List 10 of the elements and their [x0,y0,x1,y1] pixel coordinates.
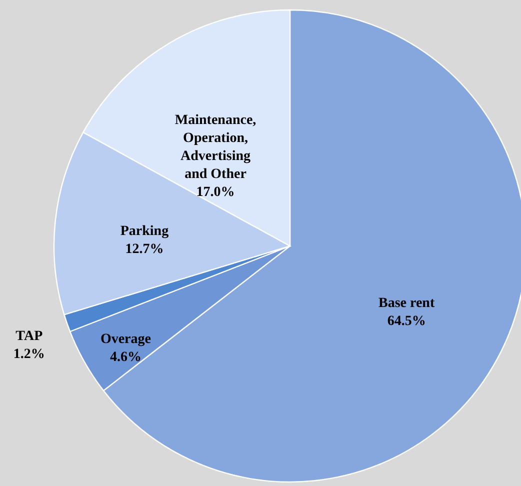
data-label: 64.5% [387,314,426,330]
data-label: 1.2% [13,347,45,362]
slice-label: Parking [120,224,169,239]
data-label: 12.7% [125,242,164,257]
data-label: 4.6% [110,350,142,366]
slice-label: TAP [16,329,44,344]
slice-label: Base rent [378,296,435,312]
slice-label: Overage [100,332,151,348]
data-label: 17.0% [196,185,235,200]
slice-label: Maintenance, Operation, Advertising and Other [174,113,256,182]
